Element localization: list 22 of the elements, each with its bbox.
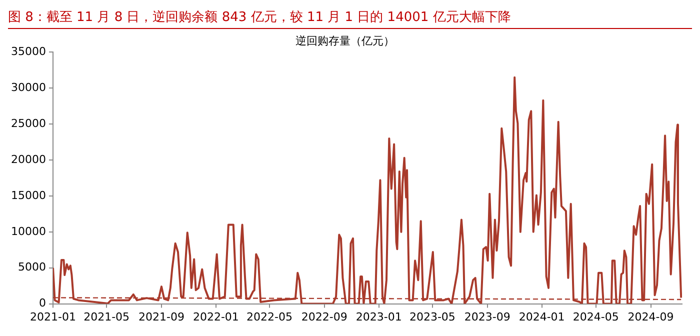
x-tick-label: 2023-05: [409, 310, 456, 324]
y-tick-label: 25000: [10, 116, 46, 130]
x-tick-label: 2024-05: [572, 310, 619, 324]
x-tick-label: 2023-01: [356, 310, 402, 324]
x-tick-label: 2024-09: [628, 310, 674, 324]
x-tick-label: 2023-09: [464, 310, 510, 324]
x-tick-label: 2022-05: [246, 310, 292, 324]
x-tick-label: 2024-01: [518, 310, 565, 324]
chart-title: 图 8：截至 11 月 8 日，逆回购余额 843 亿元，较 11 月 1 日的 14001 亿元大幅下降: [8, 8, 692, 29]
x-tick-label: 2021-01: [30, 310, 76, 324]
y-tick-label: 10000: [10, 224, 46, 238]
x-tick-label: 2021-05: [84, 310, 130, 324]
y-tick-label: 0: [38, 296, 46, 310]
y-tick-label: 30000: [10, 81, 46, 94]
x-tick-label: 2021-09: [138, 310, 184, 324]
y-tick-label: 35000: [10, 45, 46, 58]
chart-subtitle: 逆回购存量（亿元）: [296, 34, 394, 48]
y-tick-label: 15000: [10, 188, 46, 202]
x-tick-label: 2022-09: [301, 310, 348, 324]
x-tick-label: 2022-01: [192, 310, 239, 324]
y-tick-label: 5000: [18, 260, 46, 274]
y-tick-label: 20000: [10, 152, 46, 166]
